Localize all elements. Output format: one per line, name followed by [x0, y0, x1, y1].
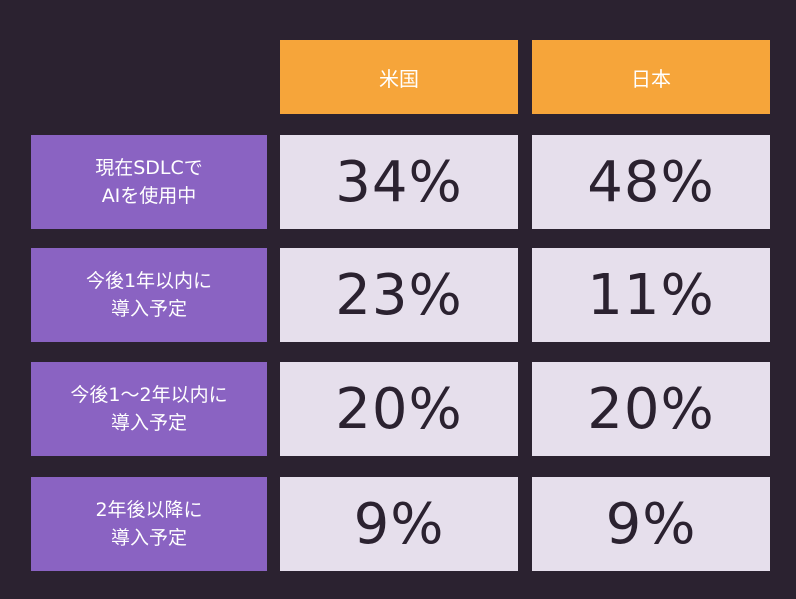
value-us-within-1-year: 23%: [280, 248, 518, 342]
column-header-japan: 日本: [532, 40, 770, 114]
column-header-us: 米国: [280, 40, 518, 114]
value-us-within-1-2-years: 20%: [280, 362, 518, 456]
value-us-current-use: 34%: [280, 135, 518, 229]
row-header-within-1-year: 今後1年以内に 導入予定: [31, 248, 267, 342]
value-japan-within-1-2-years: 20%: [532, 362, 770, 456]
value-japan-within-1-year: 11%: [532, 248, 770, 342]
value-us-after-2-years: 9%: [280, 477, 518, 571]
row-header-within-1-2-years: 今後1〜2年以内に 導入予定: [31, 362, 267, 456]
value-japan-current-use: 48%: [532, 135, 770, 229]
row-header-after-2-years: 2年後以降に 導入予定: [31, 477, 267, 571]
value-japan-after-2-years: 9%: [532, 477, 770, 571]
row-header-current-use: 現在SDLCで AIを使用中: [31, 135, 267, 229]
